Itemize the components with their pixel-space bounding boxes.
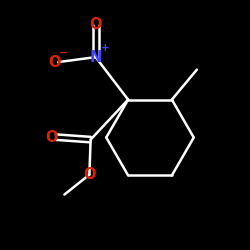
Text: +: + [101,42,110,52]
Text: O: O [83,167,96,182]
Text: O: O [90,17,102,32]
Text: −: − [59,48,68,58]
Text: O: O [48,54,61,70]
Text: O: O [46,130,58,144]
Text: N: N [90,50,102,64]
